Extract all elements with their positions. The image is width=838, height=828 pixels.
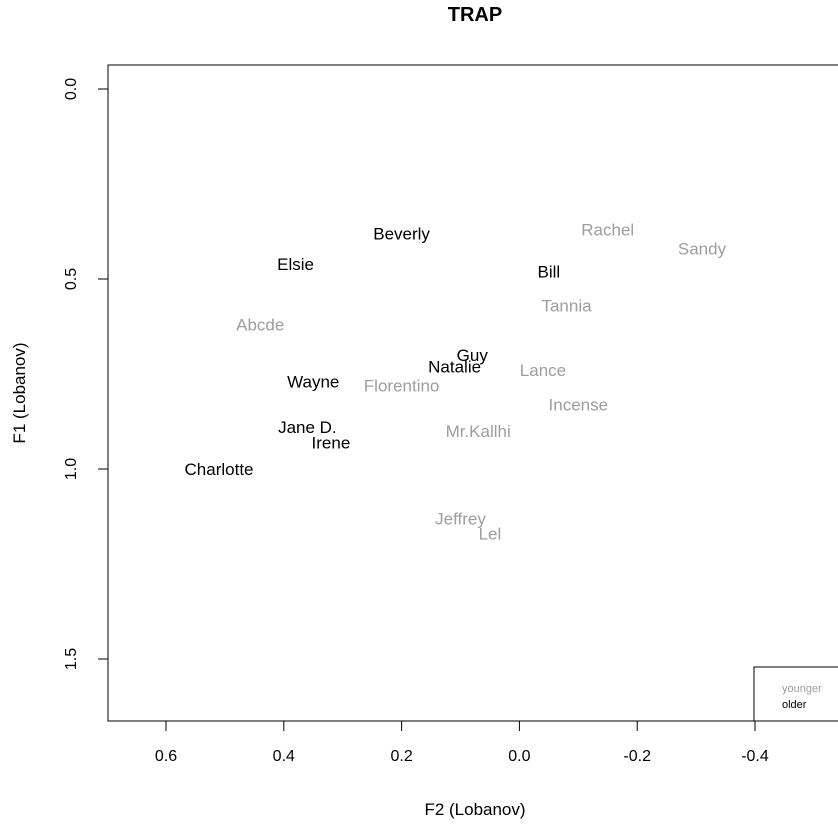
point-label-older: Elsie [277, 255, 314, 274]
point-label-younger: Lance [520, 361, 566, 380]
x-tick-label: 0.2 [390, 748, 412, 765]
point-label-younger: Jeffrey [435, 509, 486, 528]
point-label-older: Bill [538, 262, 561, 281]
point-label-younger: Abcde [236, 316, 284, 335]
y-tick-label: 1.0 [63, 458, 80, 480]
y-axis-label: F1 (Lobanov) [10, 342, 29, 443]
point-label-younger: Incense [549, 395, 609, 414]
point-label-older: Guy [457, 346, 489, 365]
point-label-older: Natalie [428, 357, 481, 376]
x-tick-label: 0.6 [155, 748, 177, 765]
point-label-younger: Sandy [678, 240, 727, 259]
point-label-older: Irene [312, 433, 351, 452]
point-label-older: Beverly [373, 224, 430, 243]
y-tick-label: 0.5 [63, 268, 80, 290]
chart-title: TRAP [448, 4, 502, 26]
point-label-older: Charlotte [185, 460, 254, 479]
plot-frame [107, 64, 838, 722]
point-labels: Rachel Sandy Tannia Abcde Lance Florentino Inc… [185, 221, 727, 544]
legend-item-older: older [782, 699, 807, 711]
point-label-younger: Tannia [541, 297, 592, 316]
x-axis: 0.6 0.4 0.2 0.0 -0.2 -0.4 [155, 720, 769, 765]
x-tick-label: 0.4 [273, 748, 295, 765]
x-axis-label: F2 (Lobanov) [424, 800, 525, 819]
legend-item-younger: younger [782, 683, 822, 695]
legend-box [753, 666, 838, 722]
y-tick-label: 1.5 [63, 648, 80, 670]
point-label-younger: Rachel [581, 221, 634, 240]
point-label-younger: Florentino [364, 376, 440, 395]
point-label-younger: Mr.Kallhi [446, 422, 511, 441]
point-label-older: Wayne [287, 373, 339, 392]
y-axis: 0.0 0.5 1.0 1.5 [63, 78, 109, 670]
x-tick-label: -0.2 [623, 748, 651, 765]
point-label-younger: Lel [479, 525, 502, 544]
x-tick-label: 0.0 [508, 748, 530, 765]
x-tick-label: -0.4 [741, 748, 769, 765]
y-tick-label: 0.0 [63, 78, 80, 100]
legend: younger older [753, 666, 838, 722]
point-label-older: Jane D. [278, 418, 337, 437]
